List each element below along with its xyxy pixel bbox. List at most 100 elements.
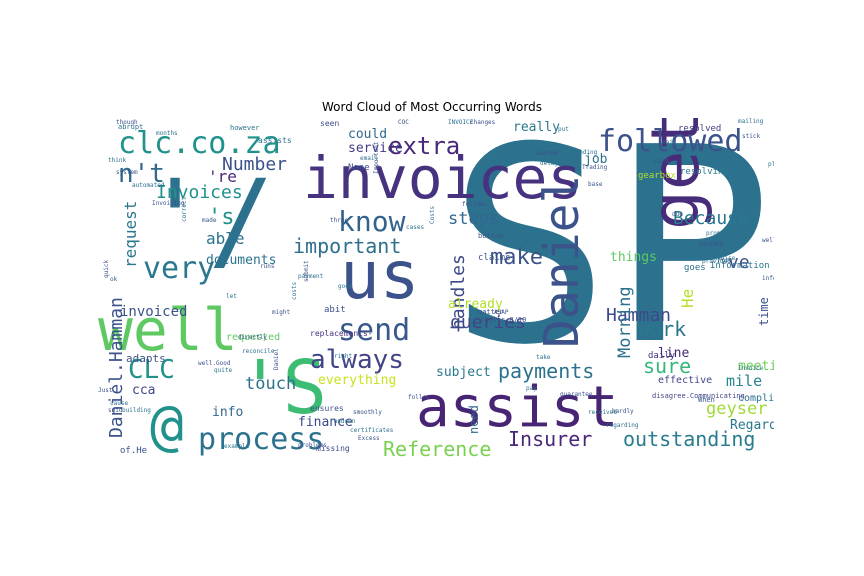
word-94: hope xyxy=(718,257,733,264)
word-48: service xyxy=(348,141,403,156)
word-79: assists xyxy=(258,136,292,145)
word-64: adapts xyxy=(126,352,166,365)
word-42: request xyxy=(121,201,140,268)
word-98: card xyxy=(654,158,669,165)
word-43: able xyxy=(206,229,245,248)
word-72: None xyxy=(348,163,370,173)
word-136: well.Good xyxy=(198,360,231,367)
word-47: really xyxy=(513,120,560,135)
word-134: directly xyxy=(238,334,267,341)
word-116: automated xyxy=(132,182,165,189)
word-7: assist xyxy=(416,375,618,440)
word-9: Daniel xyxy=(534,175,590,348)
word-63: 're xyxy=(208,167,237,186)
word-69: resolving xyxy=(680,167,729,177)
word-162: Process xyxy=(98,118,124,120)
word-24: important xyxy=(293,234,401,258)
word-127: payment xyxy=(298,273,324,280)
word-56: line xyxy=(658,346,689,361)
word-14: always xyxy=(310,345,404,375)
word-129: good xyxy=(338,283,353,290)
word-3: us xyxy=(340,237,419,314)
word-128: submit xyxy=(303,260,310,282)
word-96: inform xyxy=(762,275,774,282)
word-111: put xyxy=(558,126,569,133)
word-80: however xyxy=(230,124,260,132)
word-15: know xyxy=(338,205,406,238)
word-154: Excess xyxy=(358,435,380,442)
word-137: quite xyxy=(214,367,232,374)
word-67: daily xyxy=(648,351,676,361)
word-85: claims xyxy=(478,253,511,263)
word-120: three xyxy=(330,217,348,224)
word-39: Morning xyxy=(615,286,635,358)
word-25: make xyxy=(490,245,543,270)
word-60: need xyxy=(467,405,481,434)
word-114: months xyxy=(156,130,178,137)
word-75: missing xyxy=(316,444,350,453)
word-13: send xyxy=(338,313,410,348)
word-148: follow xyxy=(408,394,430,401)
word-142: Daniel xyxy=(273,348,280,370)
word-102: paid xyxy=(662,139,677,146)
word-113: think xyxy=(108,157,126,164)
word-144: problems xyxy=(298,442,327,449)
word-cloud: SPinvoiceswellus'S'/getassist@Danielfoll… xyxy=(98,118,774,458)
word-29: Invoices xyxy=(156,182,243,203)
word-82: disagree.Communicating xyxy=(652,392,745,400)
word-8: @ xyxy=(150,393,184,458)
word-117: Invoicing xyxy=(152,200,185,207)
word-95: invoice xyxy=(710,255,736,262)
word-37: geyser xyxy=(706,399,767,419)
word-158: ASAP xyxy=(494,309,509,316)
word-89: replacements- xyxy=(310,329,373,338)
word-54: meeting xyxy=(738,359,774,374)
word-22: outstanding xyxy=(623,427,755,451)
word-51: info xyxy=(212,405,243,420)
word-118: made xyxy=(202,217,217,224)
word-30: Because xyxy=(673,208,749,229)
word-97: provided xyxy=(702,258,731,265)
word-161: certain xyxy=(98,118,124,120)
word-86: bottom xyxy=(478,232,503,240)
word-121: cases xyxy=(406,224,424,231)
word-133: costs xyxy=(291,282,298,300)
word-83: When xyxy=(698,396,715,404)
word-150: guarantee xyxy=(560,391,593,398)
word-84: Information xyxy=(710,261,770,271)
word-91: well.Communication xyxy=(762,237,774,244)
word-78: abrupt xyxy=(118,123,143,131)
word-108: COC xyxy=(398,119,409,126)
word-81: seen xyxy=(320,119,339,128)
word-71: gearbox xyxy=(638,171,677,181)
word-76: ensures xyxy=(310,404,344,413)
word-12: process xyxy=(198,422,324,457)
word-31: Hamman xyxy=(606,305,671,326)
word-140: said xyxy=(108,407,123,414)
chart-title: Word Cloud of Most Occurring Words xyxy=(322,100,542,114)
word-32: Daniel.Hamman xyxy=(106,297,127,438)
word-57: job xyxy=(584,152,608,167)
word-16: extra xyxy=(388,132,460,160)
word-151: received xyxy=(588,409,617,416)
word-160: 'INVOICED xyxy=(98,118,131,120)
word-103: warned xyxy=(536,150,558,157)
word-88: skills.8/10 xyxy=(480,316,526,324)
word-38: mile xyxy=(726,372,762,390)
word-11: clc.co.za xyxy=(118,126,281,161)
word-20: Reference xyxy=(383,437,491,458)
word-92: INSURER xyxy=(698,241,724,248)
word-122: follows xyxy=(462,201,488,208)
word-34: handles xyxy=(448,254,469,330)
word-126: runs xyxy=(260,263,275,270)
word-157: take xyxy=(536,354,551,361)
word-100: please xyxy=(768,161,774,168)
word-155: right xyxy=(334,353,352,360)
word-53: everything xyxy=(318,373,396,388)
word-146: smoothly xyxy=(353,409,382,416)
word-50: already xyxy=(448,297,503,312)
word-33: queries xyxy=(450,312,526,333)
word-87: matter xyxy=(478,308,503,316)
word-70: resolved xyxy=(678,124,721,134)
word-153: regarding xyxy=(606,422,639,429)
